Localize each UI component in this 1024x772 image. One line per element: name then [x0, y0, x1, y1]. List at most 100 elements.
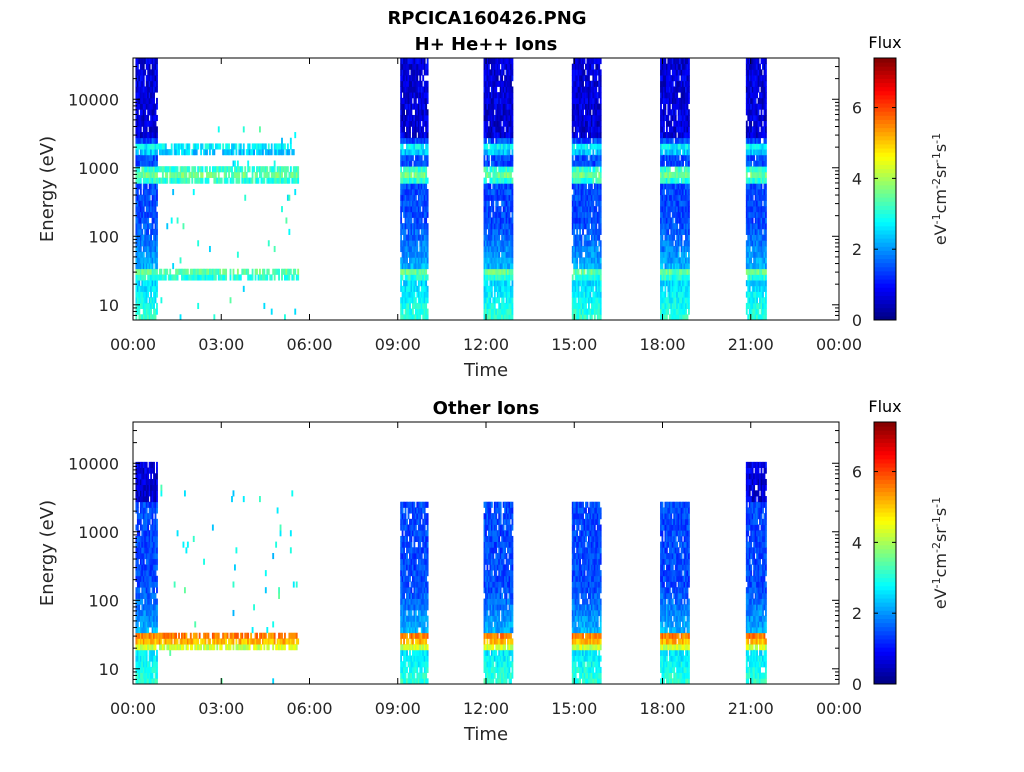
heatmap-cell	[282, 143, 285, 150]
heatmap-cell	[582, 206, 584, 213]
heatmap-cell	[419, 183, 422, 190]
heatmap-cell	[671, 251, 674, 258]
heatmap-cell	[586, 268, 589, 275]
heatmap-cell	[502, 274, 505, 281]
heatmap-cell	[148, 154, 151, 161]
heatmap-cell	[489, 132, 492, 139]
heatmap-cell	[510, 171, 512, 179]
heatmap-cell	[511, 103, 514, 110]
heatmap-cell	[263, 143, 266, 150]
heatmap-cell	[664, 171, 667, 179]
heatmap-cell	[510, 86, 512, 93]
heatmap-cell	[660, 171, 662, 179]
heatmap-cell	[508, 297, 511, 304]
heatmap-cell	[487, 263, 490, 270]
heatmap-cell	[505, 240, 508, 247]
heatmap-cell	[490, 302, 493, 310]
heatmap-cell	[411, 58, 414, 65]
heatmap-cell	[505, 314, 508, 321]
heatmap-cell	[263, 177, 266, 184]
heatmap-cell	[148, 58, 151, 65]
heatmap-cell	[507, 137, 509, 144]
heatmap-cell	[291, 177, 294, 184]
heatmap-cell	[499, 206, 502, 213]
heatmap-cell	[401, 160, 404, 167]
heatmap-cell	[226, 177, 229, 184]
heatmap-cell	[414, 103, 417, 110]
heatmap-cell	[141, 109, 144, 116]
heatmap-cell	[490, 206, 493, 213]
heatmap-cell	[425, 149, 428, 156]
heatmap-cell	[670, 177, 673, 184]
heatmap-cell	[502, 160, 505, 167]
heatmap-cell	[496, 132, 499, 139]
heatmap-cell	[164, 149, 167, 156]
heatmap-cell	[422, 103, 425, 110]
heatmap-cell	[210, 274, 213, 281]
heatmap-cell	[754, 137, 757, 144]
heatmap-cell	[579, 234, 582, 241]
heatmap-cell	[413, 86, 416, 93]
heatmap-cell	[425, 137, 428, 144]
heatmap-cell	[197, 143, 200, 150]
heatmap-cell	[248, 177, 251, 184]
heatmap-cells	[135, 58, 767, 321]
heatmap-cell	[660, 80, 662, 87]
heatmap-cell	[291, 149, 294, 156]
heatmap-cell	[574, 109, 577, 116]
heatmap-cell	[502, 263, 505, 270]
heatmap-cell	[183, 274, 186, 281]
heatmap-cell	[169, 149, 172, 156]
heatmap-cell	[416, 251, 419, 258]
heatmap-cell	[589, 183, 592, 190]
heatmap-cell	[419, 86, 422, 93]
heatmap-cell	[483, 302, 486, 310]
heatmap-cell	[489, 194, 492, 201]
heatmap-cell	[507, 211, 509, 218]
heatmap-cell	[425, 92, 428, 99]
heatmap-cell	[423, 103, 426, 110]
heatmap-cell	[489, 114, 492, 122]
heatmap-cell	[685, 75, 687, 82]
heatmap-cell	[587, 245, 590, 253]
heatmap-cell	[665, 274, 668, 281]
heatmap-cell	[574, 58, 577, 65]
heatmap-cell	[667, 177, 670, 184]
heatmap-cell	[487, 257, 490, 264]
heatmap-cell	[414, 285, 417, 292]
heatmap-cell	[414, 274, 417, 281]
heatmap-cell	[423, 245, 426, 253]
heatmap-cell	[595, 143, 598, 150]
heatmap-cell	[496, 200, 499, 207]
heatmap-cell	[750, 274, 753, 281]
heatmap-cell	[485, 160, 487, 167]
heatmap-cell	[754, 75, 757, 82]
heatmap-cell	[225, 274, 228, 281]
heatmap-cell	[244, 171, 247, 179]
heatmap-cell	[403, 120, 406, 127]
heatmap-cell	[151, 126, 154, 133]
heatmap-cell	[148, 263, 151, 270]
heatmap-cell	[582, 103, 584, 110]
heatmap-cell	[486, 189, 489, 196]
heatmap-cell	[410, 114, 413, 122]
heatmap-cell	[687, 109, 690, 116]
heatmap-cell	[599, 291, 602, 298]
heatmap-cell	[495, 183, 498, 190]
heatmap-cell	[147, 302, 150, 310]
heatmap-cell	[587, 194, 590, 201]
heatmap-cell	[414, 97, 417, 104]
heatmap-cell	[504, 80, 507, 87]
heatmap-cell	[686, 183, 689, 190]
heatmap-cell	[598, 171, 601, 179]
heatmap-cell	[596, 211, 599, 218]
heatmap-cell	[136, 251, 139, 258]
heatmap-cell	[508, 154, 511, 161]
heatmap-cell	[753, 245, 756, 253]
heatmap-cell	[254, 274, 257, 281]
heatmap-cell	[135, 297, 138, 304]
heatmap-cell	[677, 114, 680, 122]
heatmap-cell	[151, 80, 154, 87]
heatmap-cell	[426, 149, 429, 156]
heatmap-cell	[589, 97, 592, 104]
